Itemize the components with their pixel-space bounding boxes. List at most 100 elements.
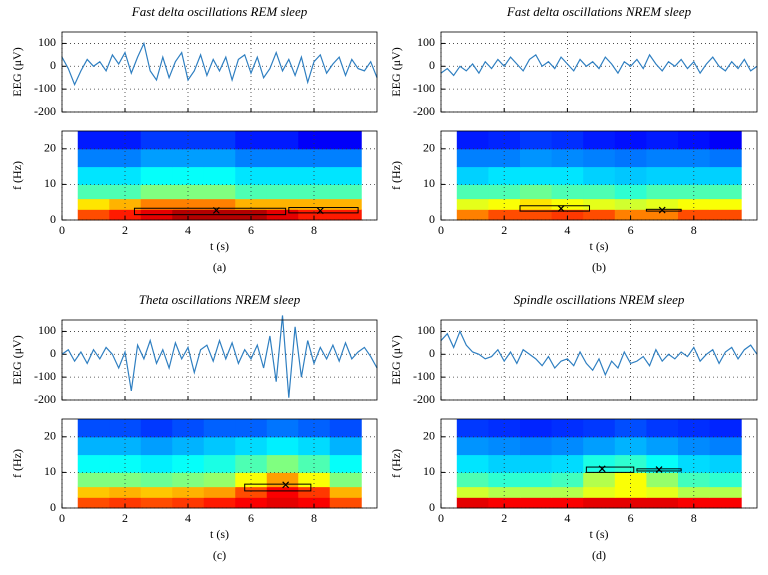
heatmap-cell [646, 198, 679, 210]
heatmap-cell [266, 472, 299, 488]
axes-frame [440, 31, 758, 113]
heatmap-cell [77, 497, 110, 509]
y-axis-label: f (Hz) [10, 449, 24, 478]
heatmap-cell [298, 198, 331, 210]
heatmap-cell [203, 148, 236, 168]
axes-frame [61, 319, 378, 401]
heatmap-cell [646, 454, 679, 473]
y-tick-label: 0 [429, 500, 435, 514]
heatmap-cell [488, 497, 521, 509]
heatmap-cell [583, 209, 616, 221]
heatmap-cell [646, 419, 679, 438]
heatmap-cell [203, 198, 236, 210]
x-tick-label: 6 [248, 223, 254, 237]
y-tick-label: 100 [38, 323, 56, 337]
heatmap-cell [709, 131, 742, 150]
heatmap-cell [77, 209, 110, 221]
heatmap-cell [488, 198, 521, 210]
heatmap-cell [77, 454, 110, 473]
heatmap-cell [583, 131, 616, 150]
heatmap-cell [203, 497, 236, 509]
y-tick-label: 20 [423, 429, 435, 443]
heatmap-cell [551, 209, 584, 221]
axes-frame [440, 418, 758, 509]
heatmap-cell [456, 454, 489, 473]
event-box [133, 207, 287, 216]
x-tick-label: 2 [501, 223, 507, 237]
y-tick-label: 20 [44, 429, 56, 443]
panel-title: Fast delta oscillations REM sleep [131, 4, 308, 19]
event-marker [598, 465, 606, 473]
heatmap-cell [583, 436, 616, 456]
heatmap-cell [646, 497, 679, 509]
heatmap-cell [298, 131, 331, 150]
heatmap-cell [329, 198, 362, 210]
heatmap-cell [266, 131, 299, 150]
event-marker [557, 205, 565, 213]
panel-caption: (c) [213, 548, 226, 562]
x-tick-label: 8 [311, 223, 317, 237]
heatmap-cell [235, 497, 268, 509]
heatmap-cell [520, 419, 553, 438]
panel-caption: (b) [592, 260, 606, 274]
y-tick-label: 100 [38, 35, 56, 49]
y-tick-label: 10 [423, 464, 435, 478]
heatmap-cell [488, 486, 521, 498]
heatmap-cell [235, 436, 268, 456]
heatmap-cell [172, 419, 205, 438]
heatmap-cell [140, 497, 173, 509]
heatmap-cell [551, 497, 584, 509]
heatmap-cell [678, 419, 711, 438]
heatmap-cell [583, 454, 616, 473]
x-tick-label: 0 [59, 223, 65, 237]
heatmap-cell [235, 419, 268, 438]
x-tick-label: 4 [564, 511, 570, 525]
eeg-trace [61, 41, 378, 87]
x-tick-label: 8 [691, 223, 697, 237]
y-tick-label: -100 [34, 369, 56, 383]
heatmap-cell [77, 198, 110, 210]
heatmap-cell [329, 148, 362, 168]
heatmap-cell [203, 166, 236, 185]
heatmap-cell [329, 166, 362, 185]
y-tick-label: -200 [34, 104, 56, 118]
heatmap-cell [456, 419, 489, 438]
y-tick-label: 10 [44, 176, 56, 190]
heatmap-cell [520, 486, 553, 498]
heatmap-cell [709, 419, 742, 438]
heatmap-cell [77, 436, 110, 456]
axes-frame [61, 130, 378, 221]
heatmap-cell [172, 148, 205, 168]
x-tick-label: 8 [691, 511, 697, 525]
heatmap-cell [203, 131, 236, 150]
heatmap-cell [614, 436, 647, 456]
heatmap-cell [172, 436, 205, 456]
event-box [288, 207, 359, 214]
heatmap-cell [298, 486, 331, 498]
heatmap-cell [678, 148, 711, 168]
event-marker [282, 481, 290, 489]
heatmap-cell [709, 436, 742, 456]
y-axis-label: f (Hz) [10, 161, 24, 190]
heatmap-cell [329, 209, 362, 221]
heatmap-cell [203, 436, 236, 456]
event-box [244, 483, 312, 492]
heatmap-cell [77, 472, 110, 488]
heatmap-cell [203, 472, 236, 488]
x-tick-label: 4 [564, 223, 570, 237]
heatmap-cell [520, 166, 553, 185]
heatmap-cell [583, 472, 616, 488]
heatmap-cell [520, 209, 553, 221]
heatmap-cell [235, 148, 268, 168]
heatmap-cell [709, 148, 742, 168]
heatmap-cell [172, 497, 205, 509]
heatmap-cell [172, 198, 205, 210]
heatmap-cell [678, 436, 711, 456]
heatmap-cell [646, 184, 679, 200]
event-marker [316, 207, 324, 215]
heatmap-cell [109, 419, 142, 438]
event-marker [212, 206, 220, 214]
y-axis-label: f (Hz) [389, 161, 403, 190]
heatmap-cell [456, 166, 489, 185]
heatmap-cell [77, 486, 110, 498]
